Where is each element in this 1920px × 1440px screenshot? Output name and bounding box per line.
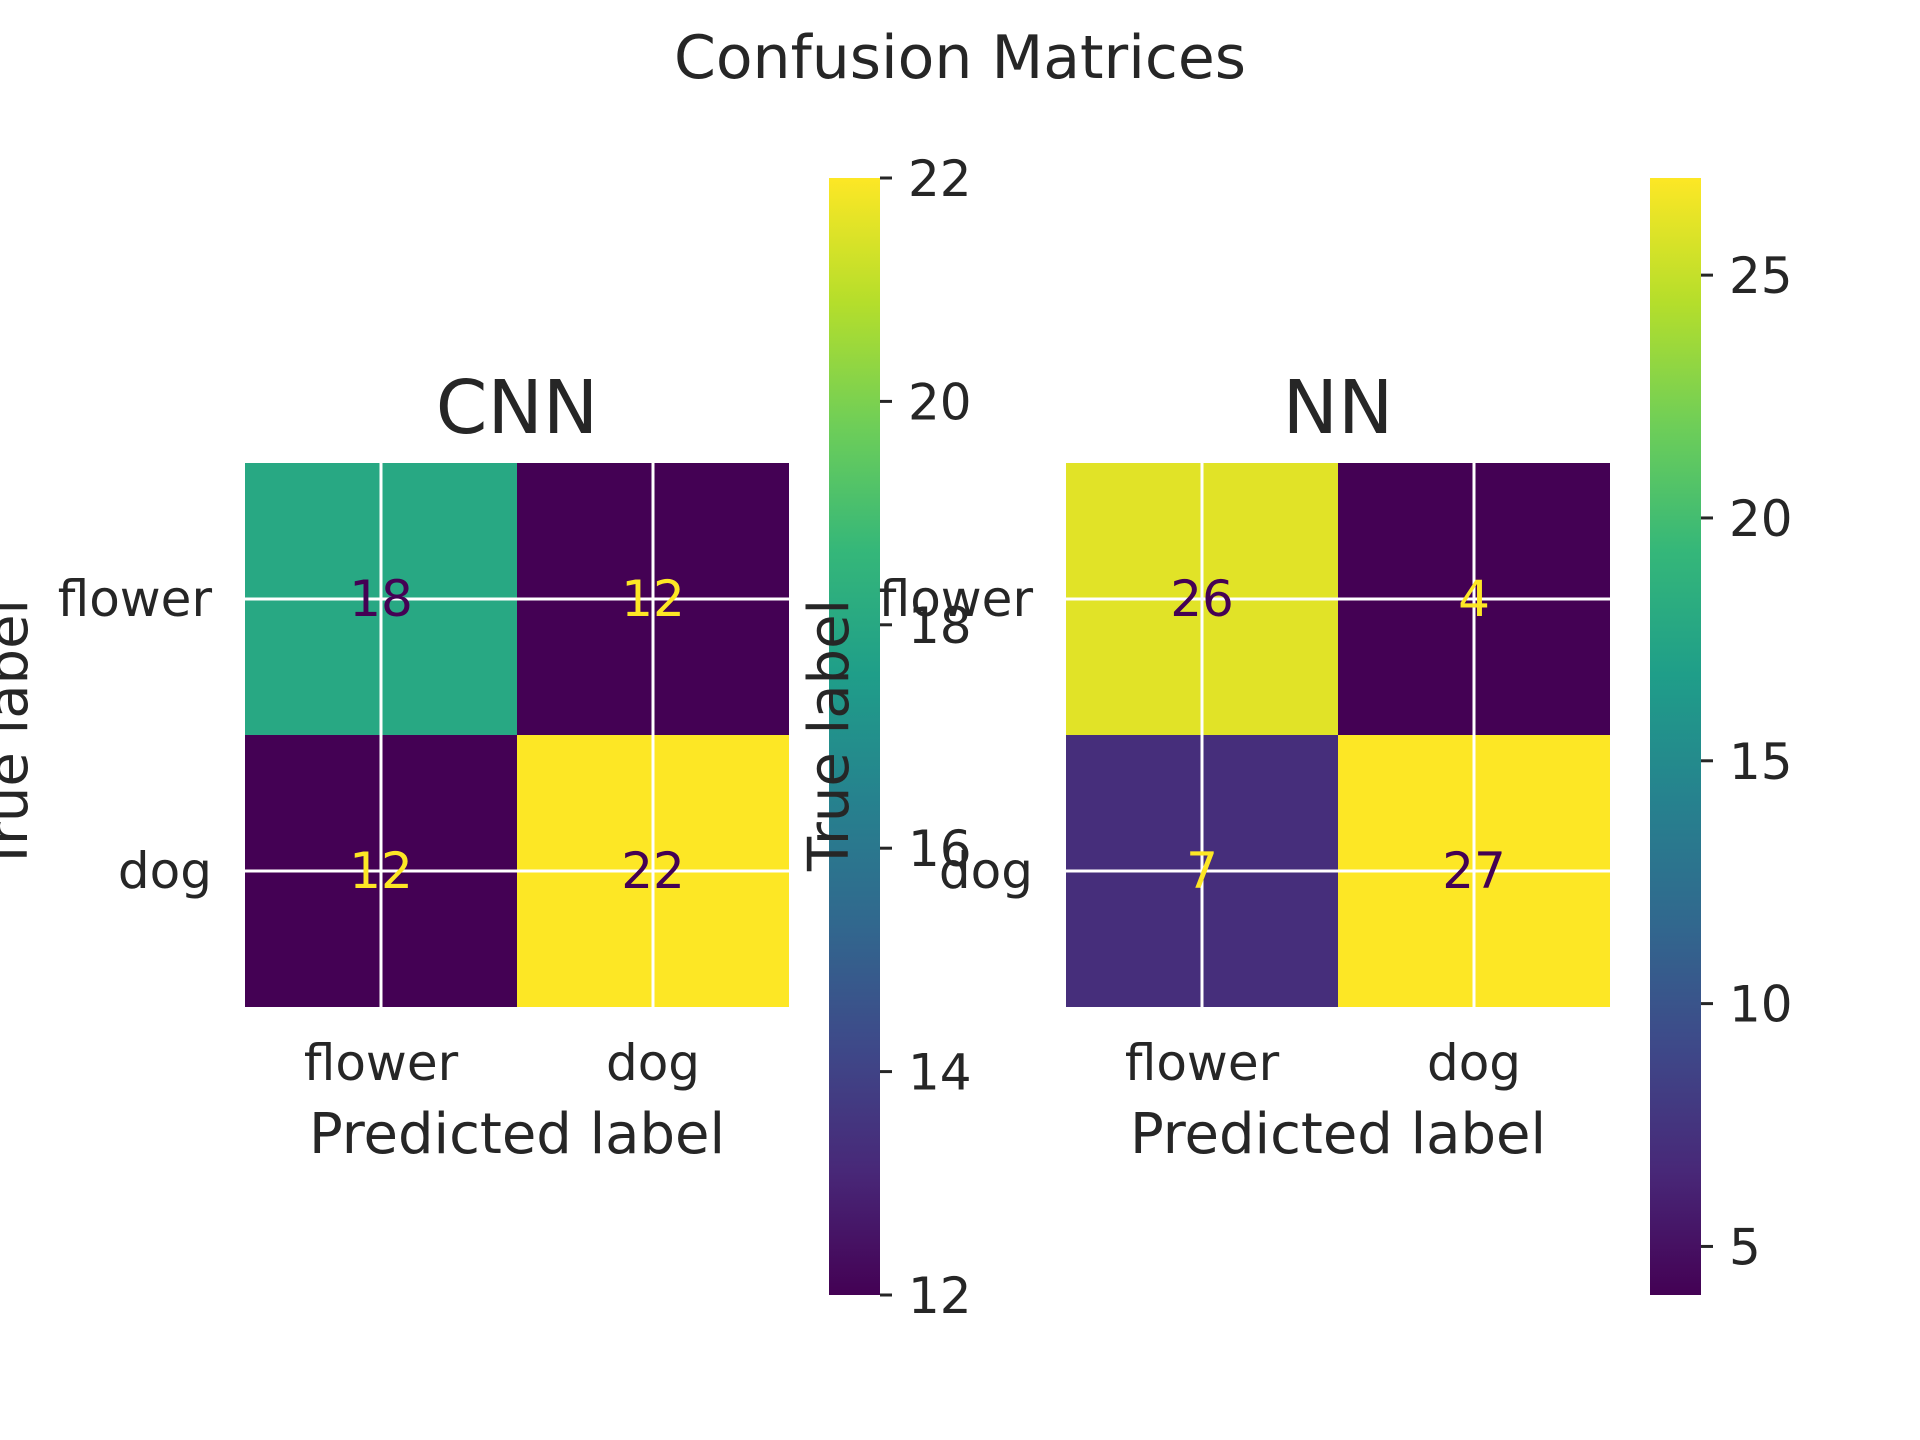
cell-value-label: 22 bbox=[621, 842, 685, 900]
panel-nn: 26 4 7 27 NN flower dog Predicted label flower do… bbox=[797, 178, 1793, 1295]
cell-value-label: 7 bbox=[1186, 842, 1218, 900]
cell-value-label: 4 bbox=[1458, 570, 1490, 628]
x-tick-label: flower bbox=[1125, 1034, 1280, 1092]
panel-title: CNN bbox=[436, 365, 598, 451]
colorbar-tick-label: 25 bbox=[1729, 247, 1793, 305]
y-tick-label: dog bbox=[939, 842, 1033, 900]
figure-title: Confusion Matrices bbox=[674, 23, 1246, 93]
y-axis-label: True label bbox=[0, 599, 41, 872]
cell-value-label: 27 bbox=[1442, 842, 1506, 900]
colorbar-tick-label: 20 bbox=[1729, 490, 1793, 548]
panel-title: NN bbox=[1283, 365, 1394, 451]
x-tick-label: flower bbox=[304, 1034, 459, 1092]
colorbar-tick-label: 12 bbox=[908, 1267, 972, 1325]
colorbar-tick-label: 14 bbox=[908, 1044, 972, 1102]
cell-value-label: 18 bbox=[349, 570, 413, 628]
colorbar-tick-label: 16 bbox=[908, 820, 972, 878]
cell-value-label: 12 bbox=[349, 842, 413, 900]
y-tick-label: flower bbox=[879, 570, 1034, 628]
colorbar-tick-label: 15 bbox=[1729, 733, 1793, 791]
colorbar-tick-label: 18 bbox=[908, 597, 972, 655]
y-tick-label: dog bbox=[118, 842, 212, 900]
x-tick-label: dog bbox=[1427, 1034, 1521, 1092]
x-tick-label: dog bbox=[606, 1034, 700, 1092]
panel-cnn: 18 12 12 22 CNN flower dog Predicted label flowe… bbox=[0, 150, 972, 1325]
x-axis-label: Predicted label bbox=[1130, 1102, 1546, 1167]
colorbar bbox=[829, 178, 880, 1295]
cell-value-label: 26 bbox=[1170, 570, 1234, 628]
colorbar-tick-label: 22 bbox=[908, 150, 972, 208]
panels: 18 12 12 22 CNN flower dog Predicted label flowe… bbox=[0, 150, 1793, 1325]
cell-value-label: 12 bbox=[621, 570, 685, 628]
x-axis-label: Predicted label bbox=[309, 1102, 725, 1167]
y-tick-label: flower bbox=[58, 570, 213, 628]
colorbar-tick-label: 10 bbox=[1729, 976, 1793, 1034]
y-axis-label: True label bbox=[797, 599, 862, 872]
colorbar-tick-label: 5 bbox=[1729, 1218, 1761, 1276]
colorbar bbox=[1650, 178, 1701, 1295]
colorbar-tick-label: 20 bbox=[908, 373, 972, 431]
